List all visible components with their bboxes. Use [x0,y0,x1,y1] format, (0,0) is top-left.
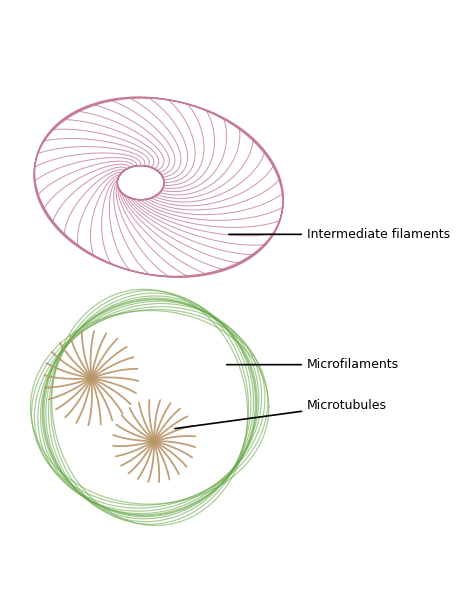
Text: Intermediate filaments: Intermediate filaments [228,228,449,241]
Text: Microfilaments: Microfilaments [226,358,398,371]
Text: Microtubules: Microtubules [175,399,386,429]
